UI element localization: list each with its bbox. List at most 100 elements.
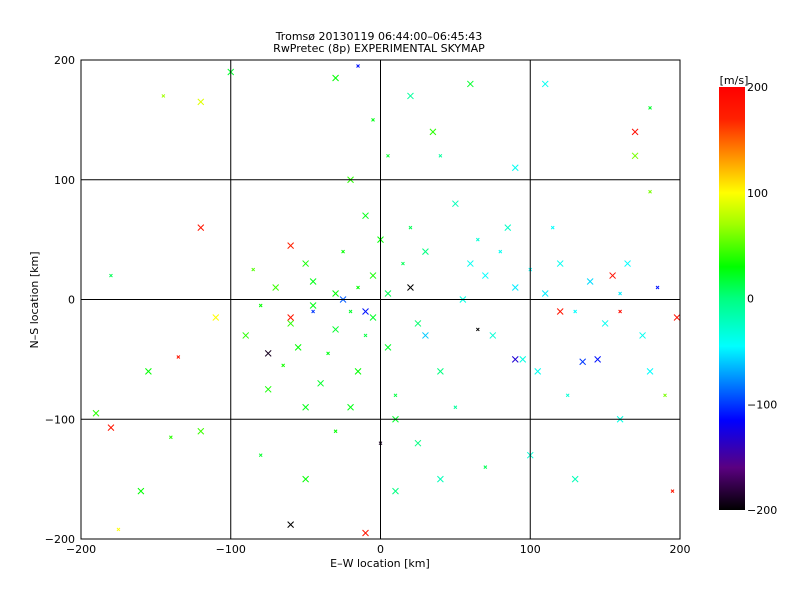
x-tick-label: 100 <box>520 543 541 556</box>
data-point <box>362 212 369 220</box>
point-stroke <box>422 248 429 255</box>
data-point <box>556 308 564 315</box>
point-stroke <box>176 355 181 359</box>
y-axis-label: N–S location [km] <box>28 251 41 348</box>
data-point <box>309 278 317 285</box>
data-point <box>332 326 339 333</box>
data-point <box>639 332 646 339</box>
data-point <box>648 106 652 110</box>
data-point <box>311 309 315 314</box>
data-point <box>646 367 654 375</box>
data-point <box>356 285 360 290</box>
data-point <box>594 356 601 363</box>
data-point <box>384 290 392 297</box>
point-stroke <box>481 272 489 279</box>
point-stroke <box>369 314 377 321</box>
point-stroke <box>631 128 639 136</box>
data-point <box>511 284 519 291</box>
point-stroke <box>534 367 542 375</box>
point-stroke <box>571 475 579 483</box>
point-stroke <box>317 379 324 387</box>
point-stroke <box>556 260 564 267</box>
point-stroke <box>452 200 459 208</box>
point-stroke <box>631 152 639 160</box>
point-stroke <box>624 260 631 267</box>
data-point <box>534 367 542 375</box>
data-point <box>242 332 250 339</box>
point-stroke <box>618 309 622 314</box>
data-point <box>371 118 375 122</box>
y-tick-label: 200 <box>54 54 75 67</box>
data-point <box>287 521 295 528</box>
data-point <box>504 224 512 232</box>
point-stroke <box>407 284 414 291</box>
point-stroke <box>168 435 173 440</box>
data-point <box>663 393 667 398</box>
data-point <box>475 237 480 242</box>
data-point <box>414 439 422 447</box>
point-stroke <box>272 284 280 291</box>
point-stroke <box>408 225 413 230</box>
point-stroke <box>369 272 377 279</box>
data-point <box>109 273 113 278</box>
point-stroke <box>281 363 286 368</box>
point-stroke <box>287 242 295 249</box>
data-point <box>498 249 503 254</box>
data-point <box>618 291 622 296</box>
point-stroke <box>362 529 369 537</box>
data-point <box>438 153 443 158</box>
point-stroke <box>594 356 601 363</box>
data-point <box>332 290 339 297</box>
point-stroke <box>437 475 444 483</box>
x-tick-label: 0 <box>377 543 384 556</box>
data-point <box>137 487 145 495</box>
colorbar-label: [m/s] <box>720 74 749 87</box>
plot-frame <box>80 59 681 540</box>
point-stroke <box>92 409 100 417</box>
data-point <box>168 435 173 440</box>
point-stroke <box>356 64 360 68</box>
point-stroke <box>332 326 339 333</box>
data-point <box>489 332 497 339</box>
data-point <box>264 350 272 357</box>
point-stroke <box>341 249 345 254</box>
point-stroke <box>483 465 488 470</box>
point-stroke <box>197 98 205 106</box>
data-point <box>92 409 100 417</box>
point-stroke <box>565 393 570 398</box>
data-point <box>541 80 549 88</box>
x-tick-label: 200 <box>670 543 691 556</box>
data-point <box>618 309 622 314</box>
point-stroke <box>258 303 263 308</box>
data-point <box>573 309 578 314</box>
point-stroke <box>438 153 443 158</box>
point-stroke <box>371 118 375 122</box>
point-stroke <box>648 189 652 194</box>
data-point <box>341 249 345 254</box>
point-stroke <box>519 356 527 363</box>
point-stroke <box>309 278 317 285</box>
point-stroke <box>453 405 458 410</box>
point-stroke <box>197 224 205 232</box>
point-stroke <box>504 224 512 232</box>
data-point <box>251 267 256 272</box>
data-point <box>281 363 286 368</box>
data-point <box>362 308 369 315</box>
colorbar-tick-label: 0 <box>747 293 754 306</box>
y-tick-label: −100 <box>45 413 75 426</box>
point-stroke <box>573 309 578 314</box>
data-point <box>258 303 263 308</box>
point-stroke <box>489 332 497 339</box>
point-stroke <box>466 260 474 267</box>
point-stroke <box>145 367 152 375</box>
point-stroke <box>663 393 667 398</box>
data-point <box>407 92 414 100</box>
data-point <box>624 260 631 267</box>
point-stroke <box>401 261 405 266</box>
point-stroke <box>673 314 681 321</box>
point-stroke <box>347 403 354 411</box>
point-stroke <box>475 327 480 332</box>
data-point <box>354 367 362 375</box>
point-stroke <box>137 487 145 495</box>
point-stroke <box>264 350 272 357</box>
